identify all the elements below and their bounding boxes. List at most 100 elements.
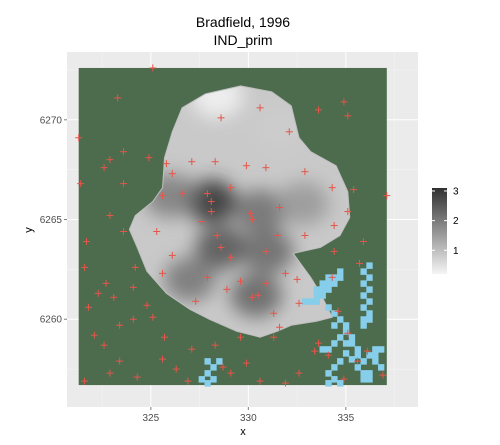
sample-point (256, 377, 264, 385)
legend: 1 2 3 (432, 186, 459, 274)
water-cell (204, 370, 211, 377)
y-axis-label: y (23, 227, 35, 233)
water-cell (360, 304, 367, 311)
sample-point (211, 341, 219, 349)
sample-point (102, 279, 110, 287)
sample-point (359, 237, 367, 245)
water-cell (342, 340, 350, 347)
surface-peak (191, 85, 244, 118)
water-cell (378, 346, 385, 353)
sample-point (129, 283, 137, 291)
sample-point (276, 323, 284, 331)
water-cell (366, 298, 373, 305)
sample-point (149, 313, 157, 321)
sample-point (344, 112, 352, 120)
sample-point (217, 114, 225, 122)
sample-point (213, 231, 221, 239)
water-cell (360, 292, 367, 299)
sample-point (217, 243, 225, 251)
water-cell (342, 350, 350, 357)
water-cell (366, 310, 373, 317)
water-cell (204, 380, 211, 387)
water-cell (325, 304, 332, 311)
water-cell (360, 316, 367, 323)
water-cell (366, 376, 373, 383)
sample-point (162, 160, 170, 168)
water-cell (366, 274, 373, 281)
sample-point (270, 333, 278, 341)
water-cell (342, 322, 350, 329)
water-cell (331, 322, 338, 329)
sample-point (81, 263, 89, 271)
sample-point (203, 190, 211, 198)
water-cell (348, 340, 356, 347)
x-tick-label: 335 (338, 413, 355, 424)
water-cell (325, 280, 332, 287)
sample-point (223, 285, 231, 293)
sample-point (145, 154, 153, 162)
water-cell (372, 352, 379, 359)
sample-point (334, 307, 342, 315)
sample-point (133, 373, 141, 381)
sample-point (116, 357, 124, 365)
sample-point (100, 164, 108, 172)
sample-point (356, 259, 363, 267)
water-cell (366, 316, 373, 323)
water-cell (348, 356, 356, 363)
sample-point (203, 273, 211, 281)
sample-point (363, 347, 371, 355)
legend-tick-label: 3 (453, 186, 459, 197)
sample-point (84, 303, 92, 311)
water-cell (319, 292, 326, 299)
water-cell (337, 316, 344, 323)
water-cell (319, 280, 326, 287)
sample-point (116, 321, 124, 329)
sample-point (328, 184, 336, 192)
sample-point (129, 315, 137, 323)
water-cell (378, 364, 385, 371)
sample-point (295, 299, 303, 307)
sample-point (227, 369, 235, 377)
sample-point (276, 204, 284, 212)
water-cell (204, 358, 211, 365)
water-cell (319, 346, 326, 353)
sample-point (354, 357, 362, 365)
sample-point (340, 98, 348, 106)
sample-point (315, 106, 323, 114)
water-cell (337, 358, 344, 365)
water-cell (354, 352, 361, 359)
sample-point (184, 377, 192, 385)
water-cell (331, 310, 338, 317)
sample-point (219, 363, 227, 371)
water-cell (342, 328, 350, 335)
sample-point (285, 128, 293, 136)
sample-point (281, 379, 289, 387)
sample-point (149, 64, 157, 72)
sample-point (262, 279, 270, 287)
sample-point (295, 369, 303, 377)
sample-point (330, 222, 338, 230)
sample-point (330, 247, 338, 255)
water-cell (366, 370, 373, 377)
water-cell (198, 376, 205, 383)
sample-point (293, 275, 301, 283)
sample-point (161, 333, 168, 341)
sample-point (192, 297, 200, 305)
water-cell (331, 376, 338, 383)
surface-peak (276, 181, 329, 226)
sample-point (281, 269, 289, 277)
y-tick-label: 6265 (40, 215, 63, 226)
x-tick-label: 330 (240, 413, 257, 424)
water-cell (360, 322, 367, 329)
water-cell (337, 334, 344, 341)
water-cell (360, 280, 367, 287)
y-tick-label: 6270 (40, 115, 63, 126)
sample-point (344, 329, 352, 337)
legend-tick-label: 2 (453, 216, 459, 227)
x-axis-label: x (240, 426, 246, 438)
sample-point (178, 190, 186, 198)
water-cell (319, 286, 326, 293)
sample-point (207, 198, 215, 206)
y-axis: 6260 6265 6270 (40, 115, 67, 326)
sample-point (106, 156, 114, 164)
